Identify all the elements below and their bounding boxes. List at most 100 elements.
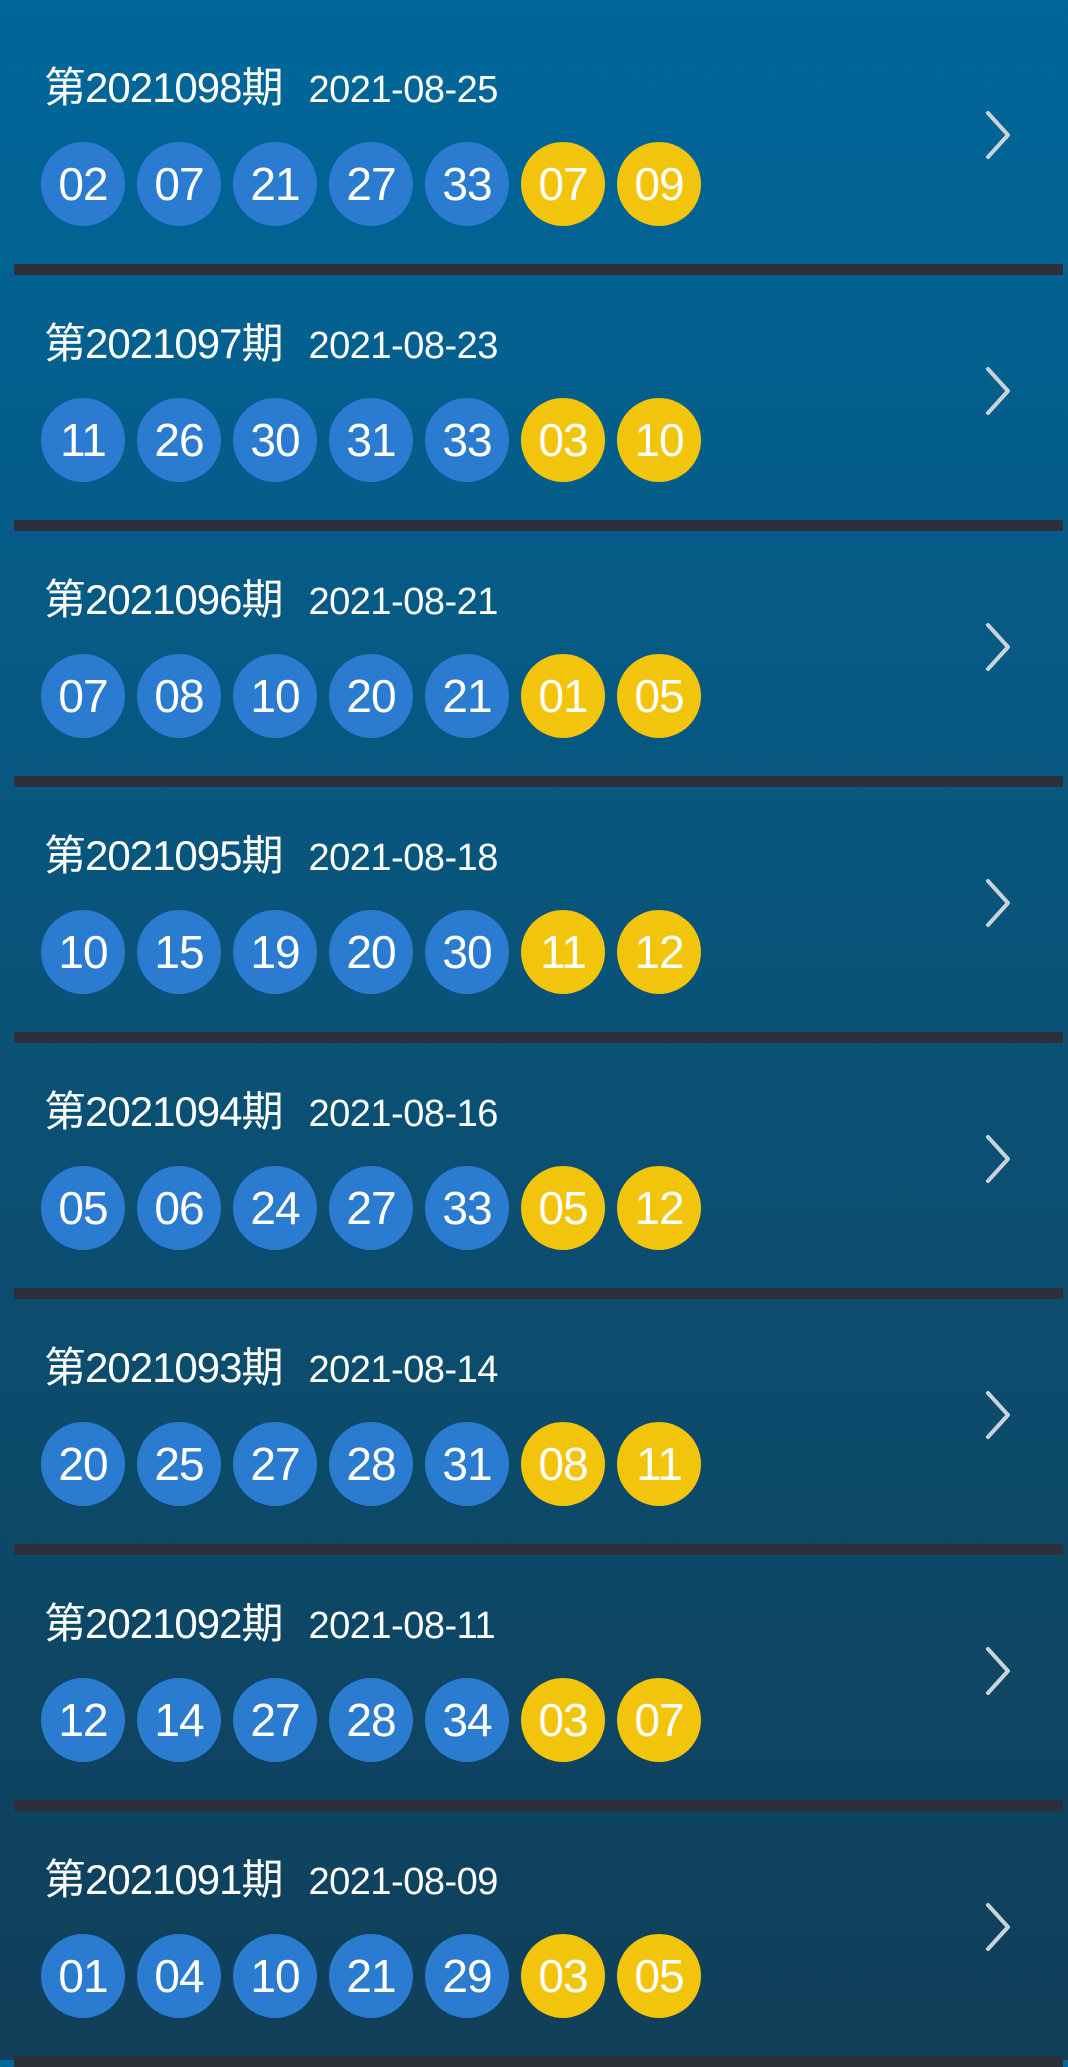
draw-numbers: 12 14 27 28 34 03 07 [41, 1678, 701, 1762]
draw-date: 2021-08-18 [308, 837, 499, 879]
draw-date: 2021-08-21 [308, 581, 499, 623]
draw-period: 第2021096期 [44, 576, 284, 623]
back-ball: 12 [617, 1166, 701, 1250]
front-ball: 08 [137, 654, 221, 738]
row-divider [14, 2056, 1063, 2067]
front-ball: 19 [233, 910, 317, 994]
back-ball: 01 [521, 654, 605, 738]
draw-numbers: 11 26 30 31 33 03 10 [41, 398, 701, 482]
front-ball: 31 [329, 398, 413, 482]
chevron-right-icon[interactable] [970, 363, 1026, 419]
draw-title: 第2021092期 2021-08-11 [44, 1600, 496, 1648]
draw-date: 2021-08-09 [308, 1861, 499, 1903]
back-ball: 05 [617, 1934, 701, 2018]
chevron-right-icon[interactable] [970, 1643, 1026, 1699]
row-divider [14, 520, 1063, 531]
front-ball: 06 [137, 1166, 221, 1250]
front-ball: 33 [425, 1166, 509, 1250]
draw-numbers: 05 06 24 27 33 05 12 [41, 1166, 701, 1250]
draw-row[interactable]: 第2021095期 2021-08-18 10 15 19 20 30 11 12 [0, 787, 1068, 1032]
draw-row[interactable]: 第2021093期 2021-08-14 20 25 27 28 31 08 11 [0, 1299, 1068, 1544]
draw-title: 第2021091期 2021-08-09 [44, 1856, 498, 1904]
front-ball: 02 [41, 142, 125, 226]
front-ball: 27 [329, 1166, 413, 1250]
draw-title: 第2021097期 2021-08-23 [44, 320, 498, 368]
row-divider [14, 776, 1063, 787]
chevron-right-icon[interactable] [970, 107, 1026, 163]
back-ball: 07 [521, 142, 605, 226]
draw-title: 第2021094期 2021-08-16 [44, 1088, 498, 1136]
front-ball: 34 [425, 1678, 509, 1762]
row-divider [14, 1288, 1063, 1299]
chevron-right-icon[interactable] [970, 1131, 1026, 1187]
draw-date: 2021-08-14 [308, 1349, 499, 1391]
front-ball: 31 [425, 1422, 509, 1506]
front-ball: 14 [137, 1678, 221, 1762]
front-ball: 30 [425, 910, 509, 994]
draw-row[interactable]: 第2021098期 2021-08-25 02 07 21 27 33 07 09 [0, 19, 1068, 264]
front-ball: 27 [233, 1422, 317, 1506]
draw-date: 2021-08-25 [308, 69, 499, 111]
front-ball: 21 [425, 654, 509, 738]
draw-period: 第2021091期 [44, 1856, 284, 1903]
draw-numbers: 10 15 19 20 30 11 12 [41, 910, 701, 994]
draw-title: 第2021095期 2021-08-18 [44, 832, 498, 880]
draw-date: 2021-08-23 [308, 325, 499, 367]
chevron-right-icon[interactable] [970, 619, 1026, 675]
draw-title: 第2021096期 2021-08-21 [44, 576, 498, 624]
row-divider [14, 1800, 1063, 1811]
chevron-right-icon[interactable] [970, 875, 1026, 931]
draw-period: 第2021095期 [44, 832, 284, 879]
back-ball: 03 [521, 1934, 605, 2018]
back-ball: 07 [617, 1678, 701, 1762]
draw-numbers: 02 07 21 27 33 07 09 [41, 142, 701, 226]
front-ball: 27 [233, 1678, 317, 1762]
row-divider [14, 1032, 1063, 1043]
draw-row[interactable]: 第2021091期 2021-08-09 01 04 10 21 29 03 05 [0, 1811, 1068, 2056]
front-ball: 21 [233, 142, 317, 226]
front-ball: 07 [41, 654, 125, 738]
front-ball: 10 [41, 910, 125, 994]
front-ball: 33 [425, 142, 509, 226]
front-ball: 21 [329, 1934, 413, 2018]
front-ball: 20 [329, 910, 413, 994]
front-ball: 25 [137, 1422, 221, 1506]
draw-title: 第2021098期 2021-08-25 [44, 64, 498, 112]
front-ball: 11 [41, 398, 125, 482]
front-ball: 26 [137, 398, 221, 482]
front-ball: 28 [329, 1422, 413, 1506]
draw-numbers: 07 08 10 20 21 01 05 [41, 654, 701, 738]
back-ball: 11 [617, 1422, 701, 1506]
back-ball: 10 [617, 398, 701, 482]
draw-numbers: 01 04 10 21 29 03 05 [41, 1934, 701, 2018]
draw-period: 第2021093期 [44, 1344, 284, 1391]
front-ball: 24 [233, 1166, 317, 1250]
front-ball: 01 [41, 1934, 125, 2018]
draw-period: 第2021094期 [44, 1088, 284, 1135]
chevron-right-icon[interactable] [970, 1899, 1026, 1955]
back-ball: 11 [521, 910, 605, 994]
back-ball: 12 [617, 910, 701, 994]
draw-numbers: 20 25 27 28 31 08 11 [41, 1422, 701, 1506]
back-ball: 09 [617, 142, 701, 226]
back-ball: 03 [521, 1678, 605, 1762]
front-ball: 33 [425, 398, 509, 482]
front-ball: 04 [137, 1934, 221, 2018]
front-ball: 30 [233, 398, 317, 482]
row-divider [14, 264, 1063, 275]
draw-row[interactable]: 第2021096期 2021-08-21 07 08 10 20 21 01 05 [0, 531, 1068, 776]
back-ball: 05 [521, 1166, 605, 1250]
chevron-right-icon[interactable] [970, 1387, 1026, 1443]
draw-row[interactable]: 第2021097期 2021-08-23 11 26 30 31 33 03 10 [0, 275, 1068, 520]
draw-period: 第2021098期 [44, 64, 284, 111]
front-ball: 28 [329, 1678, 413, 1762]
draw-row[interactable]: 第2021092期 2021-08-11 12 14 27 28 34 03 07 [0, 1555, 1068, 1800]
draw-row[interactable]: 第2021094期 2021-08-16 05 06 24 27 33 05 12 [0, 1043, 1068, 1288]
front-ball: 29 [425, 1934, 509, 2018]
draw-date: 2021-08-16 [308, 1093, 499, 1135]
front-ball: 12 [41, 1678, 125, 1762]
back-ball: 08 [521, 1422, 605, 1506]
back-ball: 03 [521, 398, 605, 482]
front-ball: 05 [41, 1166, 125, 1250]
